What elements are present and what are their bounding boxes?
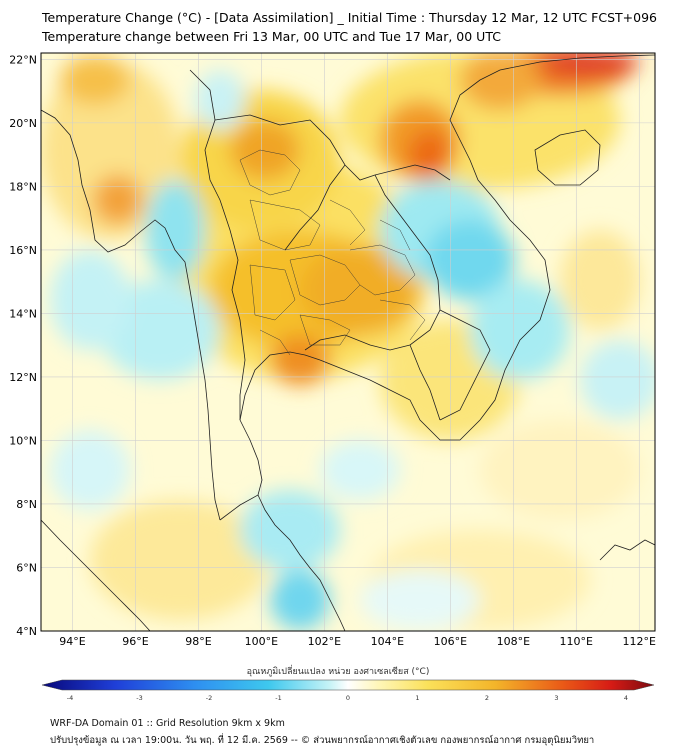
province-boundaries	[239, 149, 426, 356]
temperature-field	[41, 53, 655, 631]
latitude-labels: 22°N 20°N 18°N 16°N 14°N 12°N 10°N 8°N 6°N 4°N	[9, 53, 37, 638]
lat-label: 22°N	[9, 53, 37, 66]
footer-update-info: ปรับปรุงข้อมูล ณ เวลา 19:00น. วัน พฤ. ที…	[50, 735, 595, 746]
colorbar-tick-label: 1	[415, 694, 419, 702]
colorbar-tick-label: 3	[554, 694, 558, 702]
longitude-labels: 94°E 96°E 98°E 100°E 102°E 104°E 106°E 108°E 110…	[59, 635, 656, 648]
lon-label: 100°E	[245, 635, 278, 648]
colorbar-tick-label: -2	[206, 694, 212, 702]
colorbar-tick-label: -3	[136, 694, 142, 702]
colorbar-tick-label: 2	[485, 694, 489, 702]
lat-label: 18°N	[9, 180, 37, 193]
colorbar-gradient	[41, 679, 655, 691]
lat-label: 16°N	[9, 244, 37, 257]
map-subtitle: Temperature change between Fri 13 Mar, 0…	[42, 29, 501, 44]
lat-label: 6°N	[16, 561, 37, 574]
colorbar-tick-label: -1	[275, 694, 281, 702]
lon-label: 98°E	[185, 635, 211, 648]
lat-label: 4°N	[16, 625, 37, 638]
colorbar: -4 -3 -2 -1 0 1 2 3 4	[41, 679, 655, 702]
lon-label: 94°E	[59, 635, 85, 648]
lat-label: 14°N	[9, 307, 37, 320]
colorbar-ticks: -4 -3 -2 -1 0 1 2 3 4	[67, 694, 628, 702]
map-gridlines	[41, 53, 655, 632]
lat-label: 8°N	[16, 498, 37, 511]
lon-label: 104°E	[371, 635, 404, 648]
footer-model-info: WRF-DA Domain 01 :: Grid Resolution 9km …	[50, 718, 285, 729]
coastlines-and-borders	[41, 54, 655, 631]
colorbar-tick-label: 0	[346, 694, 350, 702]
lon-label: 96°E	[122, 635, 148, 648]
map-title: Temperature Change (°C) - [Data Assimila…	[42, 10, 657, 25]
lon-label: 110°E	[560, 635, 593, 648]
colorbar-title: อุณหภูมิเปลี่ยนแปลง หน่วย องศาเซลเซียส (…	[246, 667, 430, 677]
lon-label: 106°E	[434, 635, 467, 648]
lat-label: 10°N	[9, 434, 37, 447]
lat-label: 20°N	[9, 117, 37, 130]
lat-label: 12°N	[9, 371, 37, 384]
colorbar-tick-label: -4	[67, 694, 73, 702]
lon-label: 102°E	[308, 635, 341, 648]
lon-label: 112°E	[623, 635, 656, 648]
colorbar-tick-label: 4	[624, 694, 628, 702]
lon-label: 108°E	[497, 635, 530, 648]
map-frame	[40, 52, 656, 632]
